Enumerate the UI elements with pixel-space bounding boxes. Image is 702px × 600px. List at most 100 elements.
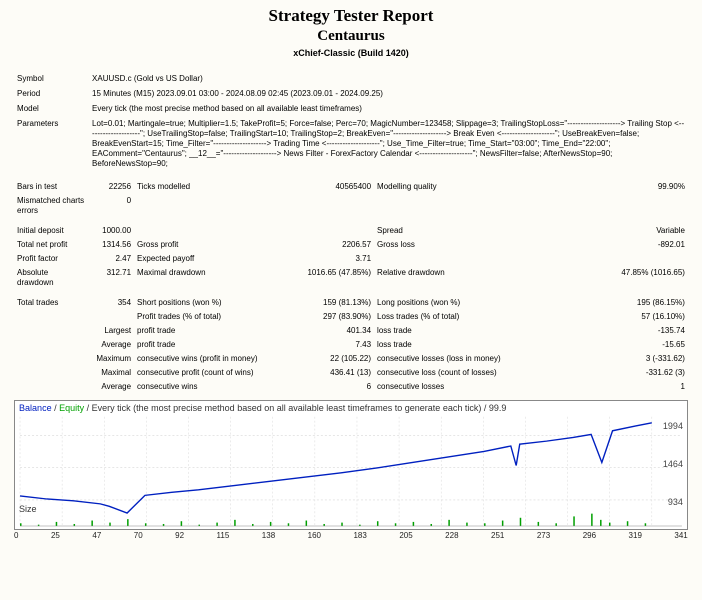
gp-label: Gross profit xyxy=(134,238,289,252)
model-label: Model xyxy=(14,102,89,117)
mcl-val: 3 (-331.62) xyxy=(514,352,688,366)
rd-label: Relative drawdown xyxy=(374,266,514,290)
ad-val: 312.71 xyxy=(89,266,134,290)
tt-label: Total trades xyxy=(14,296,89,310)
equity-chart: Balance / Equity / Every tick (the most … xyxy=(14,400,688,530)
report-title: Strategy Tester Report xyxy=(0,6,702,26)
mcp-val: 436.41 (13) xyxy=(289,366,374,380)
pf-val: 2.47 xyxy=(89,252,134,266)
x-tick: 296 xyxy=(583,531,596,540)
md-label: Maximal drawdown xyxy=(134,266,289,290)
bars-label: Bars in test xyxy=(14,180,89,194)
model-value: Every tick (the most precise method base… xyxy=(89,102,688,117)
report-build: xChief-Classic (Build 1420) xyxy=(0,48,702,58)
tt-val: 354 xyxy=(89,296,134,310)
x-tick: 273 xyxy=(537,531,550,540)
gl-val: -892.01 xyxy=(514,238,688,252)
apt-val: 7.43 xyxy=(289,338,374,352)
size-label: Size xyxy=(19,504,37,514)
mq-label: Modelling quality xyxy=(374,180,514,194)
gl-label: Gross loss xyxy=(374,238,514,252)
average-label: Average xyxy=(89,338,134,352)
spread-label: Spread xyxy=(374,224,514,238)
acw-val: 6 xyxy=(289,380,374,394)
sp-label: Short positions (won %) xyxy=(134,296,289,310)
llt-label: loss trade xyxy=(374,324,514,338)
info-table: Symbol XAUUSD.c (Gold vs US Dollar) Peri… xyxy=(14,72,688,172)
initdep-val: 1000.00 xyxy=(89,224,134,238)
x-tick: 228 xyxy=(445,531,458,540)
initdep-label: Initial deposit xyxy=(14,224,89,238)
maximal-label: Maximal xyxy=(89,366,134,380)
tnp-label: Total net profit xyxy=(14,238,89,252)
parameters-value: Lot=0.01; Martingale=true; Multiplier=1.… xyxy=(89,117,688,172)
sp-val: 159 (81.13%) xyxy=(289,296,374,310)
acl-val: 1 xyxy=(514,380,688,394)
x-tick: 251 xyxy=(491,531,504,540)
pf-label: Profit factor xyxy=(14,252,89,266)
lpt-label: profit trade xyxy=(134,324,289,338)
ad-label: Absolute drawdown xyxy=(14,266,89,290)
x-tick: 25 xyxy=(51,531,60,540)
x-tick: 0 xyxy=(14,531,18,540)
period-value: 15 Minutes (M15) 2023.09.01 03:00 - 2024… xyxy=(89,87,688,102)
spread-val: Variable xyxy=(514,224,688,238)
stats-table: Bars in test 22256 Ticks modelled 405654… xyxy=(14,180,688,394)
x-tick: 341 xyxy=(674,531,687,540)
acw-label: consecutive wins xyxy=(134,380,289,394)
ticks-val: 40565400 xyxy=(289,180,374,194)
mcl-label: consecutive losses (loss in money) xyxy=(374,352,514,366)
avg2-label: Average xyxy=(89,380,134,394)
mismatch-label: Mismatched charts errors xyxy=(14,194,89,218)
x-tick: 319 xyxy=(629,531,642,540)
x-axis-labels: 0254770921151381601832052282512732963193… xyxy=(14,531,688,540)
apt-label: profit trade xyxy=(134,338,289,352)
lp-val: 195 (86.15%) xyxy=(514,296,688,310)
tnp-val: 1314.56 xyxy=(89,238,134,252)
mcp-label: consecutive profit (count of wins) xyxy=(134,366,289,380)
acl-label: consecutive losses xyxy=(374,380,514,394)
bars-val: 22256 xyxy=(89,180,134,194)
x-tick: 92 xyxy=(175,531,184,540)
ep-label: Expected payoff xyxy=(134,252,289,266)
rd-val: 47.85% (1016.65) xyxy=(514,266,688,290)
ltp-val: 57 (16.10%) xyxy=(514,310,688,324)
symbol-value: XAUUSD.c (Gold vs US Dollar) xyxy=(89,72,688,87)
mismatch-val: 0 xyxy=(89,194,134,218)
ptp-label: Profit trades (% of total) xyxy=(134,310,289,324)
mcls-label: consecutive loss (count of losses) xyxy=(374,366,514,380)
mcw-val: 22 (105.22) xyxy=(289,352,374,366)
ticks-label: Ticks modelled xyxy=(134,180,289,194)
x-tick: 183 xyxy=(353,531,366,540)
x-tick: 47 xyxy=(92,531,101,540)
maximum-label: Maximum xyxy=(89,352,134,366)
md-val: 1016.65 (47.85%) xyxy=(289,266,374,290)
mcls-val: -331.62 (3) xyxy=(514,366,688,380)
x-tick: 138 xyxy=(262,531,275,540)
alt-label: loss trade xyxy=(374,338,514,352)
legend-balance: Balance xyxy=(19,403,52,413)
chart-legend: Balance / Equity / Every tick (the most … xyxy=(19,403,506,413)
y-tick-1: 1464 xyxy=(663,459,683,469)
lp-label: Long positions (won %) xyxy=(374,296,514,310)
ptp-val: 297 (83.90%) xyxy=(289,310,374,324)
y-tick-2: 934 xyxy=(668,497,683,507)
symbol-label: Symbol xyxy=(14,72,89,87)
legend-equity: Equity xyxy=(59,403,84,413)
x-tick: 70 xyxy=(134,531,143,540)
mcw-label: consecutive wins (profit in money) xyxy=(134,352,289,366)
parameters-label: Parameters xyxy=(14,117,89,172)
lpt-val: 401.34 xyxy=(289,324,374,338)
report-subtitle: Centaurus xyxy=(0,28,702,45)
gp-val: 2206.57 xyxy=(289,238,374,252)
mq-val: 99.90% xyxy=(514,180,688,194)
ltp-label: Loss trades (% of total) xyxy=(374,310,514,324)
period-label: Period xyxy=(14,87,89,102)
ep-val: 3.71 xyxy=(289,252,374,266)
legend-rest: / Every tick (the most precise method ba… xyxy=(87,403,507,413)
x-tick: 160 xyxy=(308,531,321,540)
y-tick-0: 1994 xyxy=(663,421,683,431)
alt-val: -15.65 xyxy=(514,338,688,352)
largest-label: Largest xyxy=(89,324,134,338)
x-tick: 205 xyxy=(399,531,412,540)
